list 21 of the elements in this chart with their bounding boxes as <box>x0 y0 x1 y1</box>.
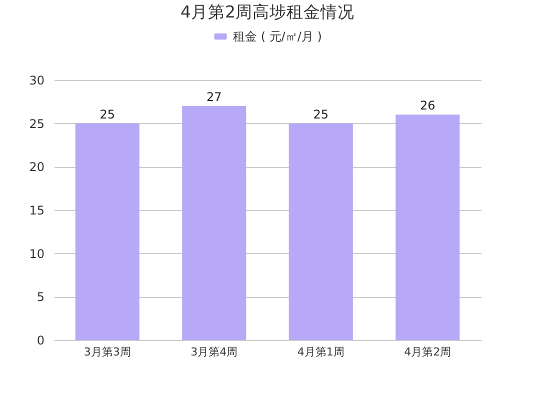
x-tick-label: 3月第3周 <box>84 346 131 358</box>
y-tick-label: 5 <box>36 290 44 304</box>
y-tick-label: 25 <box>29 116 44 131</box>
bar <box>288 123 353 340</box>
data-label: 26 <box>420 98 436 113</box>
data-label: 25 <box>100 107 116 122</box>
x-tick-label: 4月第2周 <box>404 346 452 358</box>
bar <box>396 114 460 340</box>
y-tick-label: 20 <box>29 160 44 174</box>
y-tick-label: 10 <box>29 246 44 261</box>
y-tick-label: 15 <box>29 204 44 218</box>
x-tick-label: 3月第4周 <box>190 346 238 358</box>
y-tick-label: 0 <box>36 334 44 348</box>
bar <box>75 123 140 340</box>
x-tick-label: 4月第1周 <box>297 346 344 358</box>
y-tick-label: 30 <box>29 74 44 88</box>
bar <box>182 106 246 340</box>
legend-label: 租金 ( 元/㎡/月 ) <box>233 30 322 44</box>
data-label: 25 <box>313 107 329 122</box>
chart-title: 4月第2周高埗租金情况 <box>180 2 354 22</box>
data-label: 27 <box>206 90 222 104</box>
